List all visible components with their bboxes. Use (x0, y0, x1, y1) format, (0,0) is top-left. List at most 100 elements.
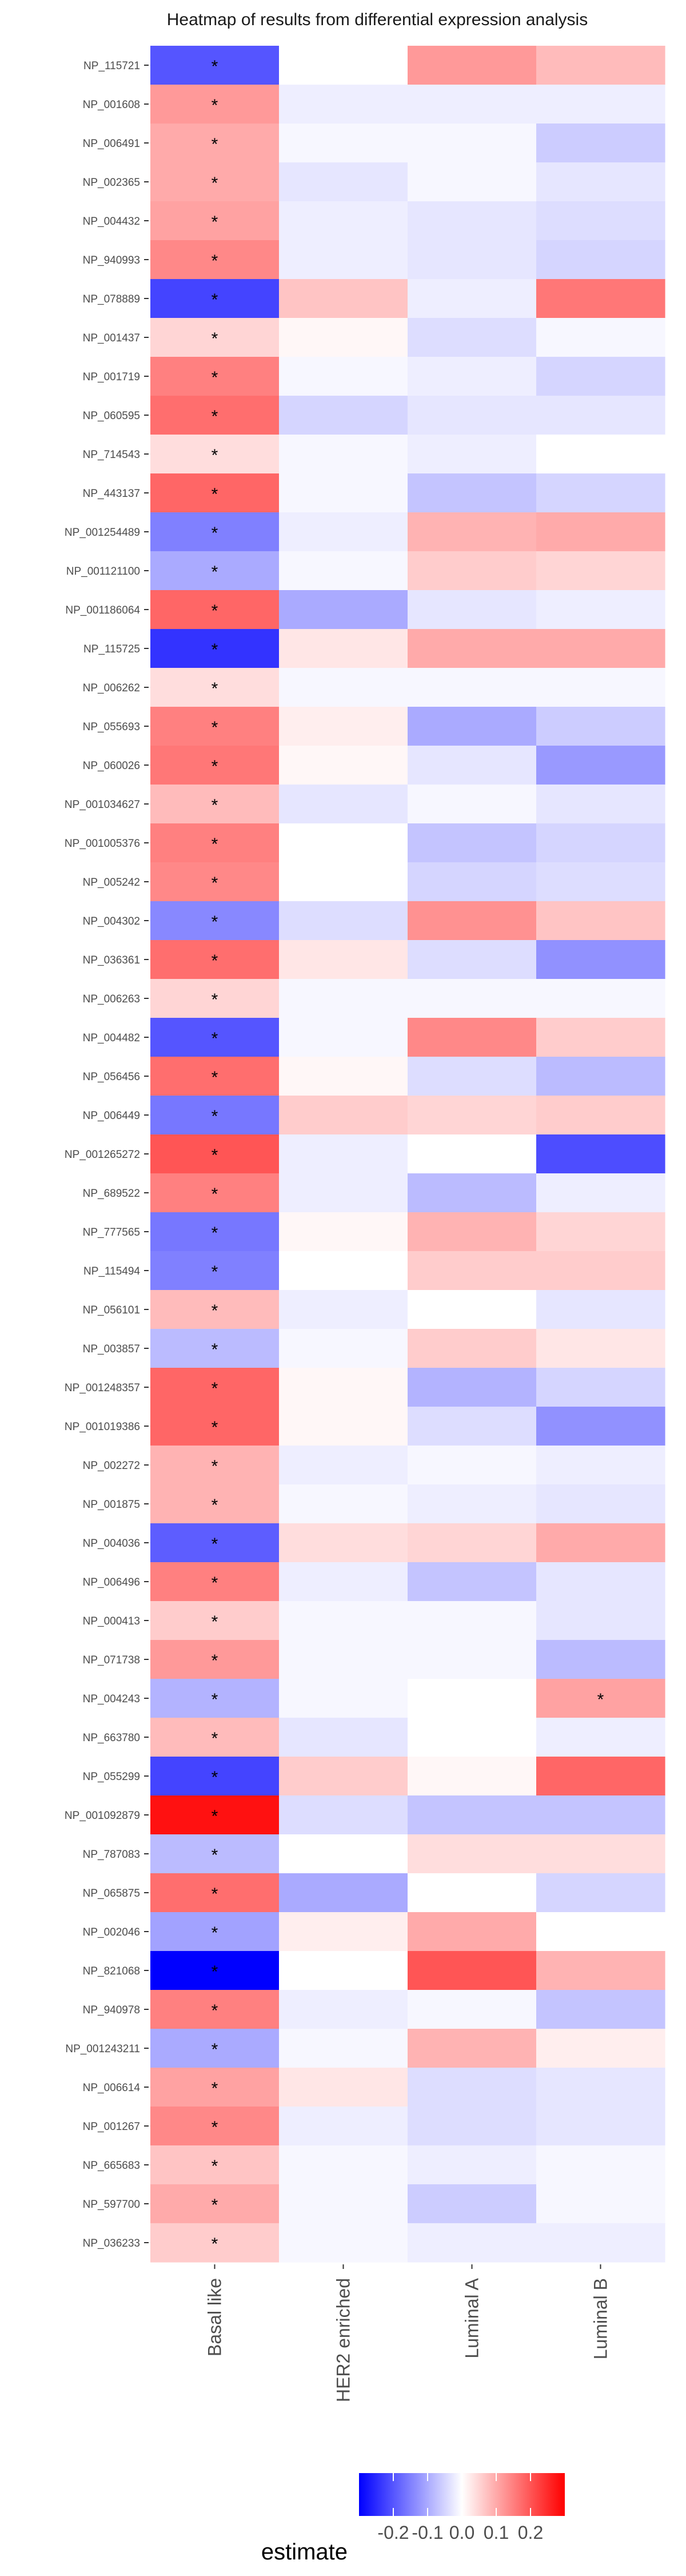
heatmap-cell (536, 746, 665, 785)
heatmap-cell (408, 979, 537, 1018)
heatmap-cell (408, 1718, 537, 1757)
heatmap-cell (150, 435, 280, 474)
heatmap-cell (408, 2068, 537, 2107)
row-label: NP_002365 (83, 177, 140, 189)
row-label: NP_060595 (83, 410, 140, 422)
heatmap-cell (408, 2184, 537, 2224)
heatmap-cell (279, 240, 408, 280)
significance-star: * (212, 252, 218, 270)
significance-star: * (212, 1613, 218, 1631)
heatmap-cell (150, 1795, 280, 1835)
heatmap-cell (536, 1096, 665, 1135)
heatmap-cell (408, 1368, 537, 1407)
significance-star: * (212, 2040, 218, 2059)
row-label: NP_006262 (83, 682, 140, 694)
row-label: NP_002272 (83, 1460, 140, 1472)
heatmap-cell (536, 1679, 665, 1718)
significance-star: * (212, 951, 218, 970)
heatmap-cell (150, 1523, 280, 1563)
significance-star: * (212, 524, 218, 543)
row-label: NP_004302 (83, 915, 140, 927)
heatmap-cell (279, 2223, 408, 2263)
row-label: NP_001608 (83, 99, 140, 111)
significance-star: * (212, 1768, 218, 1787)
significance-star: * (212, 1224, 218, 1243)
heatmap-cell (536, 668, 665, 707)
heatmap-cell (279, 1601, 408, 1641)
heatmap-cell (536, 1290, 665, 1329)
heatmap-cell (536, 1757, 665, 1796)
heatmap-cell (150, 162, 280, 202)
legend-tick-label: 0.2 (518, 2522, 543, 2543)
significance-star: * (212, 2235, 218, 2253)
heatmap-cell (536, 1368, 665, 1407)
heatmap-cell (279, 629, 408, 668)
row-label: NP_001034627 (65, 799, 140, 811)
heatmap-cell (279, 1679, 408, 1718)
significance-star: * (212, 368, 218, 387)
legend-tick-label: -0.2 (377, 2522, 409, 2543)
heatmap-cell (408, 1407, 537, 1446)
heatmap-cell (536, 1212, 665, 1252)
row-label: NP_004243 (83, 1693, 140, 1705)
significance-star: * (212, 174, 218, 193)
row-label: NP_006449 (83, 1110, 140, 1122)
heatmap-cell (536, 1834, 665, 1874)
heatmap-cell (536, 2223, 665, 2263)
heatmap-cell (279, 357, 408, 396)
heatmap-cell (150, 1096, 280, 1135)
significance-star: * (212, 1924, 218, 1942)
heatmap-cell (150, 1601, 280, 1641)
row-label: NP_001437 (83, 332, 140, 344)
heatmap-cell (150, 2107, 280, 2146)
legend-tick-label: 0.1 (484, 2522, 509, 2543)
heatmap-cell (408, 2223, 537, 2263)
heatmap-cell (150, 1484, 280, 1524)
heatmap-cells (150, 46, 665, 2263)
column-label: Luminal A (462, 2278, 482, 2358)
row-label: NP_115721 (83, 60, 140, 72)
heatmap-cell (150, 1329, 280, 1368)
heatmap-cell (279, 668, 408, 707)
heatmap-cell (279, 2145, 408, 2185)
heatmap-cell (279, 1407, 408, 1446)
row-label: NP_003857 (83, 1343, 140, 1355)
heatmap-cell (279, 1873, 408, 1913)
heatmap-cell (150, 1018, 280, 1057)
heatmap-cell (536, 1873, 665, 1913)
heatmap-cell (408, 2145, 537, 2185)
significance-star: * (212, 1496, 218, 1515)
row-label: NP_078889 (83, 293, 140, 305)
heatmap-cell (150, 2145, 280, 2185)
significance-star: * (212, 1146, 218, 1165)
row-label: NP_001265272 (65, 1149, 140, 1161)
row-label: NP_001019386 (65, 1421, 140, 1433)
heatmap-cell (408, 435, 537, 474)
heatmap-cell (408, 396, 537, 435)
legend-tick-label: -0.1 (412, 2522, 443, 2543)
significance-star: * (212, 640, 218, 659)
heatmap-cell (150, 1757, 280, 1796)
row-label: NP_004432 (83, 216, 140, 228)
heatmap-cell (150, 357, 280, 396)
heatmap-cell (150, 240, 280, 280)
significance-star: * (212, 874, 218, 893)
row-label: NP_002046 (83, 1926, 140, 1938)
heatmap-cell (536, 2029, 665, 2068)
heatmap-cell (408, 1018, 537, 1057)
heatmap-cell (279, 1096, 408, 1135)
heatmap-cell (408, 590, 537, 630)
heatmap-cell (408, 240, 537, 280)
significance-star: * (212, 1068, 218, 1087)
significance-star: * (212, 563, 218, 582)
significance-star: * (212, 718, 218, 737)
heatmap-cell (408, 707, 537, 746)
heatmap-cell (536, 2184, 665, 2224)
heatmap-cell (150, 1679, 280, 1718)
heatmap-cell (150, 1990, 280, 2029)
heatmap-cell (536, 823, 665, 863)
heatmap-cell (150, 1134, 280, 1174)
heatmap-cell (408, 124, 537, 163)
heatmap-cell (150, 1562, 280, 1602)
heatmap-cell (279, 1757, 408, 1796)
